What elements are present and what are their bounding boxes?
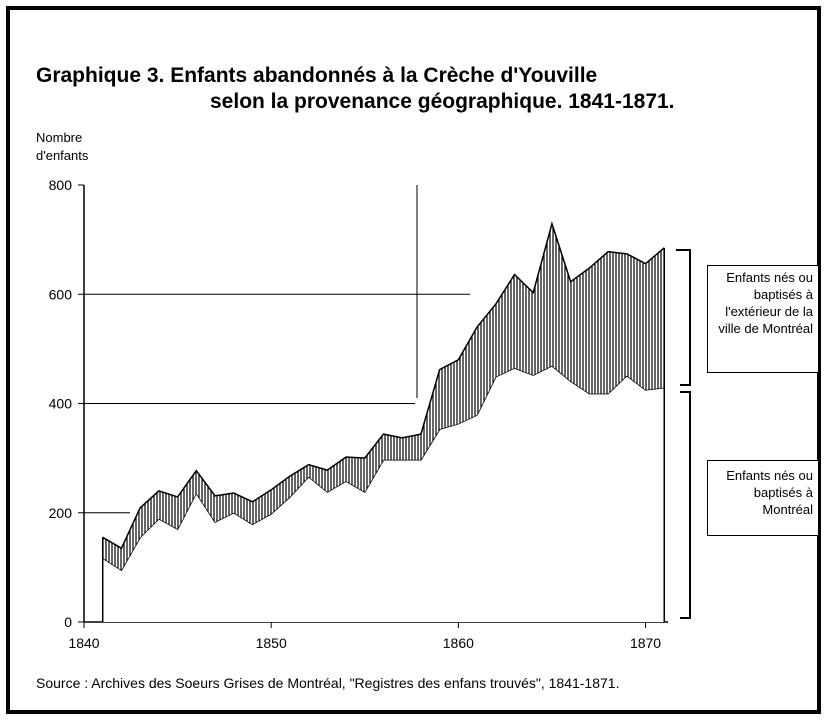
legend-entry: Enfants nés ou baptisés à Montréal: [707, 460, 819, 536]
chart-title: selon la provenance géographique. 1841-1…: [210, 90, 675, 113]
area: [102, 365, 665, 622]
legend-entry: Enfants nés ou baptisés à l'extérieur de…: [707, 265, 819, 373]
line: [102, 221, 665, 550]
bracket: [680, 391, 691, 619]
x-tick-label: 1850: [256, 635, 287, 651]
x-tick-label: 1870: [630, 635, 661, 651]
area: [102, 223, 665, 571]
y-tick-label: 0: [64, 614, 72, 630]
y-axis-label: d'enfants: [36, 148, 89, 163]
y-tick-label: 600: [49, 286, 73, 302]
bracket: [676, 249, 691, 386]
y-tick-label: 200: [49, 505, 73, 521]
x-tick-label: 1860: [443, 635, 474, 651]
y-tick-label: 800: [49, 177, 73, 193]
chart-title: Graphique 3. Enfants abandonnés à la Crè…: [36, 64, 597, 87]
x-tick-label: 1840: [68, 635, 99, 651]
y-axis-label: Nombre: [36, 130, 82, 145]
source: Source : Archives des Soeurs Grises de M…: [36, 675, 619, 691]
frame: [6, 6, 821, 714]
y-tick-label: 400: [49, 396, 73, 412]
